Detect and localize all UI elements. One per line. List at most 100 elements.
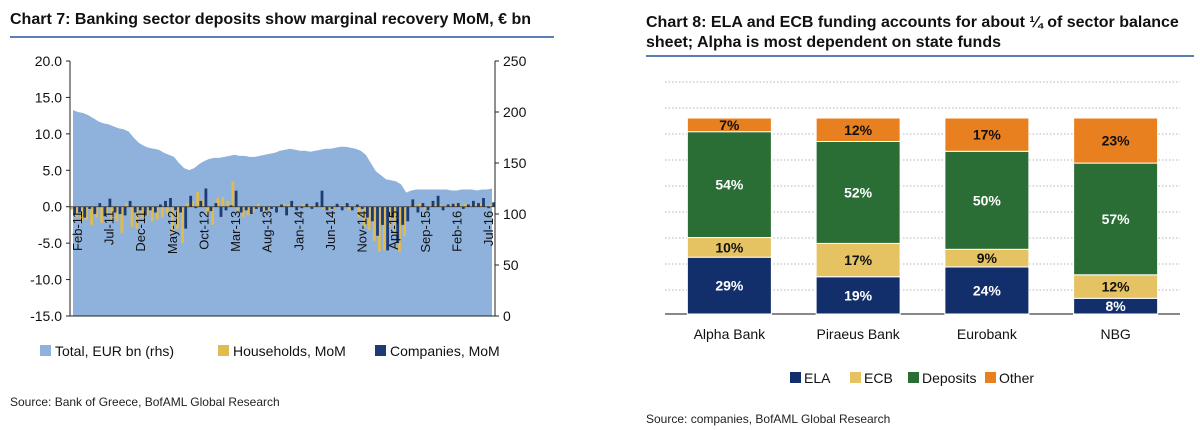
legend-swatch xyxy=(908,372,919,383)
x-tick-label: Dec-11 xyxy=(133,211,148,252)
households-bar xyxy=(176,206,179,229)
companies-bar xyxy=(431,200,435,207)
companies-bar xyxy=(78,206,81,213)
households-bar xyxy=(150,206,154,222)
households-bar xyxy=(352,205,356,207)
households-bar xyxy=(201,199,205,207)
bar-data-label: 10% xyxy=(715,239,744,255)
companies-bar xyxy=(406,206,410,222)
category-label: NBG xyxy=(1100,326,1130,342)
companies-bar xyxy=(315,202,319,207)
households-bar xyxy=(484,205,487,207)
total-deposits-area xyxy=(73,110,492,316)
households-bar xyxy=(282,203,285,207)
households-bar xyxy=(317,205,321,207)
households-bar xyxy=(388,206,391,228)
chart8-title-rule xyxy=(646,55,1194,57)
x-tick-label: Oct-12 xyxy=(196,211,211,250)
companies-bar xyxy=(451,203,455,207)
x-tick-label: Feb-16 xyxy=(449,211,464,252)
companies-bar xyxy=(280,204,283,207)
households-bar xyxy=(322,206,326,209)
households-bar xyxy=(196,192,199,207)
companies-bar xyxy=(138,206,142,211)
households-bar xyxy=(160,206,164,218)
bar-data-label: 7% xyxy=(719,117,740,133)
left-tick-label: -5.0 xyxy=(38,235,62,251)
companies-bar xyxy=(441,206,445,211)
bar-data-label: 8% xyxy=(1106,298,1127,314)
companies-bar xyxy=(73,206,76,214)
companies-bar xyxy=(143,206,147,216)
bar-data-label: 54% xyxy=(715,177,744,193)
households-bar xyxy=(342,205,346,207)
legend-swatch xyxy=(40,345,51,356)
companies-bar xyxy=(265,206,268,211)
companies-bar xyxy=(148,206,152,211)
households-bar xyxy=(489,204,492,207)
bar-segment-deposits xyxy=(1073,162,1159,276)
companies-bar xyxy=(416,206,420,213)
left-tick-label: 20.0 xyxy=(35,53,62,69)
companies-bar xyxy=(103,206,107,217)
households-bar xyxy=(251,206,255,213)
households-bar xyxy=(236,206,240,211)
companies-bar xyxy=(260,206,263,212)
companies-bar xyxy=(224,206,228,211)
households-bar xyxy=(428,205,432,207)
right-tick-label: 0 xyxy=(503,308,511,324)
households-bar xyxy=(226,200,230,207)
households-bar xyxy=(100,206,104,223)
households-bar xyxy=(383,206,386,251)
chart8-panel: Chart 8: ELA and ECB funding accounts fo… xyxy=(640,0,1200,426)
companies-bar xyxy=(194,206,198,209)
companies-bar xyxy=(401,206,405,225)
bar-data-label: 9% xyxy=(977,250,998,266)
companies-bar xyxy=(366,206,369,218)
bar-segment-deposits xyxy=(815,141,901,244)
bar-segment-deposits xyxy=(686,131,772,238)
households-bar xyxy=(211,206,215,225)
households-bar xyxy=(261,206,265,212)
households-bar xyxy=(393,206,396,235)
companies-bar xyxy=(386,206,389,251)
households-bar xyxy=(372,206,376,241)
bar-segment-other xyxy=(944,117,1030,152)
households-bar xyxy=(266,206,270,209)
companies-bar xyxy=(285,206,288,216)
households-bar xyxy=(433,203,437,207)
companies-bar xyxy=(396,206,400,244)
legend-label: Deposits xyxy=(922,370,976,386)
households-bar xyxy=(367,206,371,230)
companies-bar xyxy=(229,205,233,207)
bar-segment-ela xyxy=(944,266,1030,315)
households-bar xyxy=(221,197,225,207)
households-bar xyxy=(95,206,98,218)
companies-bar xyxy=(275,206,278,213)
households-bar xyxy=(70,206,73,210)
companies-bar xyxy=(209,206,213,212)
bar-data-label: 17% xyxy=(973,127,1002,143)
x-tick-label: Aug-13 xyxy=(260,211,275,253)
households-bar xyxy=(120,206,124,233)
households-bar xyxy=(130,206,134,228)
households-bar xyxy=(438,204,442,207)
x-tick-label: Apr-15 xyxy=(386,211,401,250)
legend-label: ELA xyxy=(804,370,831,386)
bar-segment-other xyxy=(686,117,772,133)
companies-bar xyxy=(482,198,485,207)
legend-label: Other xyxy=(999,370,1034,386)
households-bar xyxy=(332,206,336,209)
bar-data-label: 23% xyxy=(1102,133,1131,149)
households-bar xyxy=(115,206,119,222)
chart7-title-rule xyxy=(10,36,554,38)
companies-bar xyxy=(154,206,157,213)
legend-label: Households, MoM xyxy=(233,343,346,359)
companies-bar xyxy=(472,200,475,207)
companies-bar xyxy=(310,206,314,209)
x-tick-label: Feb-11 xyxy=(70,211,85,251)
households-bar xyxy=(110,206,114,222)
companies-bar xyxy=(199,200,203,207)
companies-bar xyxy=(88,206,92,209)
companies-bar xyxy=(83,206,87,218)
